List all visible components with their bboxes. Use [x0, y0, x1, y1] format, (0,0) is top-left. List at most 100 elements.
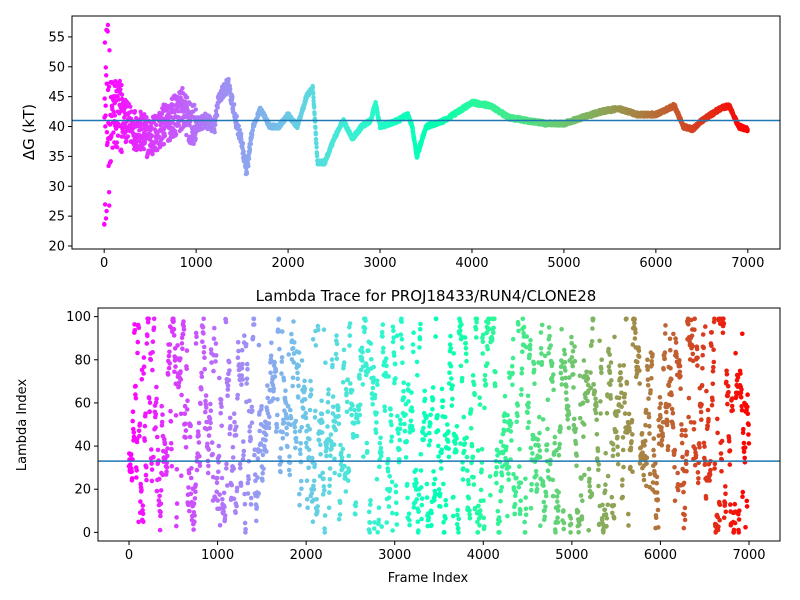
dg-point: [314, 145, 319, 150]
lambda-point: [320, 470, 326, 476]
lambda-point: [284, 425, 289, 431]
dg-point: [125, 134, 131, 139]
lambda-point: [302, 386, 308, 392]
lambda-point: [345, 377, 351, 382]
lambda-point: [315, 327, 321, 333]
lambda-point: [235, 355, 241, 361]
lambda-point: [149, 467, 155, 472]
lambda-point: [208, 401, 213, 407]
dg-point: [244, 171, 250, 176]
lambda-point: [318, 442, 323, 448]
lambda-point: [436, 487, 442, 492]
lambda-point: [448, 333, 453, 339]
dg-point: [119, 92, 125, 97]
lambda-point: [207, 416, 213, 422]
lambda-point: [257, 428, 263, 434]
lambda-point: [209, 360, 214, 365]
lambda-point: [499, 485, 505, 490]
lambda-point: [449, 403, 455, 408]
lambda-point: [360, 382, 366, 387]
lambda-point: [384, 363, 389, 369]
lambda-point: [211, 368, 216, 374]
lambda-point: [207, 425, 213, 431]
lambda-point: [332, 470, 338, 476]
lambda-point: [299, 358, 305, 363]
dg-point: [106, 84, 112, 90]
lambda-point: [454, 449, 459, 454]
lambda-point: [296, 383, 301, 389]
lambda-point: [504, 444, 509, 450]
lambda-point: [482, 377, 488, 383]
lambda-point: [356, 407, 362, 413]
lambda-point: [361, 454, 366, 459]
lambda-point: [134, 468, 139, 473]
lambda-point: [253, 518, 259, 524]
dg-point: [115, 94, 120, 99]
lambda-point: [360, 350, 365, 355]
lambda-point: [298, 441, 304, 446]
lambda-point: [410, 342, 416, 347]
lambda-point: [241, 439, 246, 444]
lambda-point: [468, 426, 474, 431]
lambda-point: [273, 429, 279, 434]
lambda-point: [493, 470, 499, 476]
lambda-point: [336, 517, 342, 522]
lambda-point: [397, 437, 403, 443]
dg-point: [193, 107, 198, 112]
lambda-point: [194, 467, 200, 473]
lambda-point: [372, 392, 378, 398]
dg-point: [108, 159, 114, 164]
lambda-point: [168, 441, 174, 446]
lambda-point: [192, 519, 197, 524]
lambda-point: [146, 396, 152, 401]
lambda-point: [245, 366, 250, 372]
lambda-point: [315, 508, 320, 514]
lambda-point: [297, 447, 303, 453]
lambda-point: [480, 339, 486, 345]
lambda-point: [417, 326, 423, 332]
lambda-point: [329, 357, 335, 362]
lambda-point: [221, 509, 226, 514]
lambda-point: [379, 330, 385, 335]
lambda-point: [347, 321, 353, 326]
lambda-point: [180, 346, 185, 352]
lambda-point: [200, 325, 206, 330]
lambda-point: [275, 397, 280, 402]
dg-point: [313, 125, 318, 130]
lambda-point: [264, 449, 269, 454]
lambda-point: [442, 414, 448, 420]
lambda-point: [302, 378, 307, 384]
lambda-point: [319, 430, 325, 435]
dg-x-tick-label: 5000: [547, 256, 580, 271]
lambda-point: [510, 355, 516, 361]
dg-y-tick-label: 55: [48, 30, 65, 45]
lambda-point: [184, 348, 190, 353]
lambda-point: [399, 345, 405, 350]
lambda-point: [143, 472, 149, 478]
dg-y-tick-label: 30: [48, 180, 65, 195]
lambda-point: [498, 498, 503, 504]
lambda-point: [217, 523, 223, 528]
dg-point: [312, 105, 317, 110]
dg-point: [226, 76, 231, 82]
lambda-point: [477, 402, 483, 407]
lambda-point: [437, 491, 443, 497]
lambda-point: [302, 397, 308, 402]
lambda-point: [468, 407, 474, 412]
lambda-point: [443, 498, 449, 503]
lambda-point: [208, 420, 213, 426]
lambda-point: [462, 448, 467, 454]
lambda-point: [175, 343, 180, 348]
lambda-point: [352, 421, 357, 426]
dg-point: [115, 133, 121, 138]
lambda-point: [297, 491, 302, 497]
lambda-point: [307, 436, 312, 442]
lambda-point: [145, 333, 150, 339]
lambda-point: [216, 443, 222, 449]
lambda-point: [213, 353, 219, 358]
lambda-point: [301, 406, 306, 412]
lambda-point: [342, 463, 347, 469]
lambda-point: [238, 483, 244, 488]
lambda-point: [241, 452, 246, 458]
lambda-point: [384, 520, 390, 525]
